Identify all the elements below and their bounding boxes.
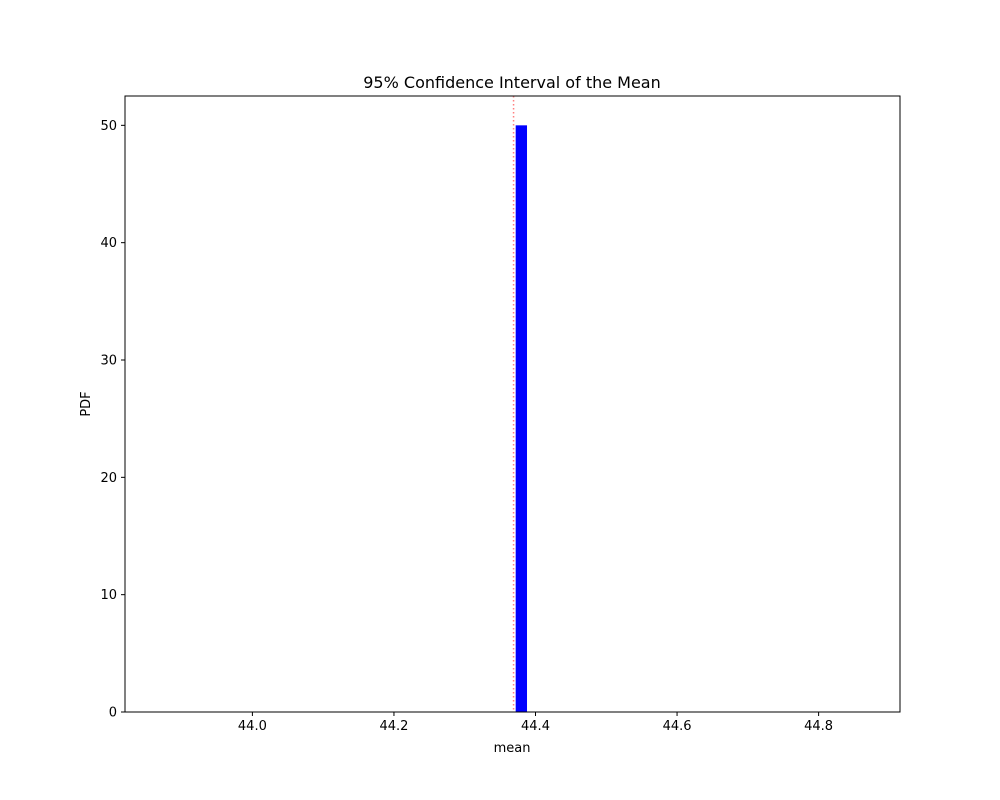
x-axis-label: mean bbox=[494, 741, 531, 756]
y-tick-label: 20 bbox=[100, 471, 117, 486]
plot-frame bbox=[124, 95, 901, 713]
x-tick-label: 44.8 bbox=[804, 719, 833, 734]
y-tick-label: 10 bbox=[100, 588, 117, 603]
x-tick-label: 44.4 bbox=[521, 719, 550, 734]
x-tick-label: 44.0 bbox=[238, 719, 267, 734]
y-tick-label: 30 bbox=[100, 354, 117, 369]
y-tick-label: 50 bbox=[100, 119, 117, 134]
histogram-bar bbox=[515, 125, 528, 713]
y-tick-label: 0 bbox=[109, 706, 117, 721]
y-axis-label: PDF bbox=[79, 391, 94, 416]
x-tick-label: 44.6 bbox=[663, 719, 692, 734]
y-axis: 0 10 20 30 40 50 bbox=[100, 119, 125, 721]
y-tick-label: 40 bbox=[100, 236, 117, 251]
x-axis: 44.0 44.2 44.4 44.6 44.8 bbox=[238, 712, 833, 734]
plot-area bbox=[512, 96, 528, 713]
x-tick-label: 44.2 bbox=[379, 719, 408, 734]
chart-title: 95% Confidence Interval of the Mean bbox=[363, 73, 661, 92]
